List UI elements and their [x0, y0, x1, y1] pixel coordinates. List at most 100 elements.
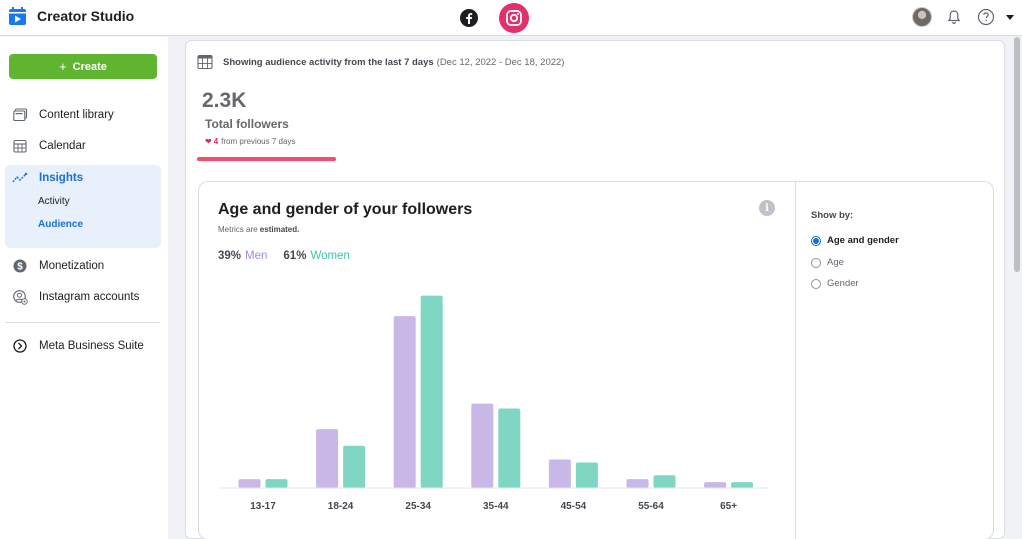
bar-men-55-64[interactable]	[626, 479, 649, 488]
bar-women-55-64[interactable]	[653, 475, 676, 488]
followers-change: ❤ 4 from previous 7 days	[205, 137, 295, 146]
scrollbar-thumb[interactable]	[1014, 37, 1020, 272]
info-icon[interactable]: i	[759, 200, 775, 216]
app-title: Creator Studio	[37, 8, 135, 24]
total-followers-label: Total followers	[205, 117, 289, 131]
bar-women-45-54[interactable]	[575, 462, 598, 488]
radio-label: Age	[827, 257, 844, 268]
metric-underline	[197, 157, 336, 161]
sidebar-divider	[5, 322, 160, 323]
create-button-label: Create	[72, 60, 107, 73]
radio-dot	[811, 235, 821, 246]
avatar[interactable]	[912, 7, 932, 27]
date-range-label: Showing audience activity from the last …	[223, 56, 434, 68]
facebook-tab[interactable]	[454, 3, 484, 33]
men-label: Men	[245, 250, 268, 262]
business-suite-icon	[12, 338, 28, 354]
sidebar-subitem-activity[interactable]: Activity	[38, 196, 70, 207]
bar-men-35-44[interactable]	[471, 403, 494, 488]
sidebar-item-insights[interactable]: Insights	[5, 165, 161, 191]
radio-age[interactable]: Age	[811, 257, 844, 268]
insights-section	[5, 165, 161, 248]
notifications-button[interactable]	[944, 7, 964, 27]
age-gender-bar-chart: 13-17 18-24 25-34 35-44 45-54 55-64 65+	[219, 295, 769, 512]
men-percent: 39%	[218, 250, 242, 262]
bar-women-25-34[interactable]	[420, 295, 443, 488]
bar-women-65+[interactable]	[731, 482, 754, 488]
sidebar-item-label: Calendar	[39, 140, 86, 152]
bar-men-45-54[interactable]	[548, 459, 571, 488]
top-bar: Creator Studio	[0, 0, 1022, 36]
bar-women-35-44[interactable]	[498, 408, 521, 488]
dollar-icon: $	[12, 258, 28, 274]
sidebar: + Create Content library Calendar Insigh…	[0, 37, 168, 539]
insights-panel: Showing audience activity from the last …	[185, 40, 1005, 539]
sidebar-item-label: Instagram accounts	[39, 291, 140, 303]
creator-studio-logo-icon	[9, 7, 26, 25]
change-text: from previous 7 days	[221, 137, 296, 146]
create-button[interactable]: + Create	[9, 54, 157, 79]
radio-dot	[811, 257, 821, 268]
sidebar-subitem-audience[interactable]: Audience	[38, 219, 84, 230]
women-label: Women	[310, 250, 350, 262]
radio-gender[interactable]: Gender	[811, 278, 859, 289]
x-tick-label: 18-24	[328, 501, 354, 512]
instagram-tab[interactable]	[499, 3, 529, 33]
accounts-icon	[12, 289, 28, 305]
date-range-dates: (Dec 12, 2022 - Dec 18, 2022)	[436, 56, 565, 68]
sidebar-item-label: Insights	[39, 172, 84, 184]
subtitle-bold: estimated.	[259, 225, 300, 234]
bar-men-13-17[interactable]	[238, 479, 261, 488]
calendar-icon	[12, 138, 28, 154]
sidebar-item-meta-business-suite[interactable]: Meta Business Suite	[5, 333, 161, 359]
age-gender-card: Age and gender of your followers Metrics…	[198, 181, 994, 539]
x-tick-label: 65+	[720, 501, 737, 512]
gender-percentages: 39% Men 61% Women	[218, 250, 350, 262]
bar-men-25-34[interactable]	[393, 316, 416, 488]
x-tick-label: 35-44	[483, 501, 509, 512]
sidebar-item-label: Content library	[39, 109, 114, 121]
sidebar-item-content-library[interactable]: Content library	[5, 102, 161, 128]
radio-dot	[811, 278, 821, 289]
radio-label: Gender	[827, 278, 859, 289]
change-value: 4	[213, 137, 219, 146]
plus-icon: +	[59, 59, 67, 74]
show-by-label: Show by:	[811, 210, 854, 221]
radio-age-and-gender[interactable]: Age and gender	[811, 235, 899, 246]
total-followers-value: 2.3K	[202, 89, 247, 112]
sidebar-item-label: Monetization	[39, 260, 105, 272]
card-vertical-divider	[795, 182, 796, 539]
table-calendar-icon	[197, 54, 213, 70]
svg-text:$: $	[17, 262, 23, 273]
subtitle-prefix: Metrics are	[218, 225, 258, 234]
x-tick-label: 13-17	[250, 501, 276, 512]
radio-label: Age and gender	[827, 235, 899, 246]
bar-women-13-17[interactable]	[265, 479, 288, 488]
page-scrollbar[interactable]	[1012, 37, 1022, 539]
content-library-icon	[12, 107, 28, 123]
sidebar-item-label: Meta Business Suite	[39, 340, 144, 352]
instagram-icon	[506, 10, 522, 26]
sidebar-item-monetization[interactable]: $ Monetization	[5, 253, 161, 279]
sidebar-item-calendar[interactable]: Calendar	[5, 133, 161, 159]
facebook-icon	[460, 9, 478, 27]
bar-women-18-24[interactable]	[343, 445, 366, 488]
x-tick-label: 55-64	[638, 501, 664, 512]
heart-down-icon: ❤	[205, 137, 212, 146]
bar-men-18-24[interactable]	[316, 429, 339, 488]
sidebar-item-instagram-accounts[interactable]: Instagram accounts	[5, 284, 161, 310]
x-tick-label: 45-54	[561, 501, 587, 512]
x-tick-label: 25-34	[405, 501, 431, 512]
bar-men-65+[interactable]	[704, 482, 727, 488]
brand[interactable]: Creator Studio	[9, 7, 134, 25]
card-subtitle: Metrics are estimated.	[218, 225, 299, 234]
card-title: Age and gender of your followers	[218, 201, 473, 218]
date-range: Showing audience activity from the last …	[197, 54, 564, 70]
women-percent: 61%	[283, 250, 307, 262]
insights-icon	[12, 170, 28, 186]
top-right-controls	[912, 7, 1014, 27]
help-icon	[977, 8, 995, 26]
bell-icon	[947, 10, 961, 25]
account-menu-caret-icon[interactable]	[1006, 14, 1014, 20]
help-button[interactable]	[976, 7, 996, 27]
